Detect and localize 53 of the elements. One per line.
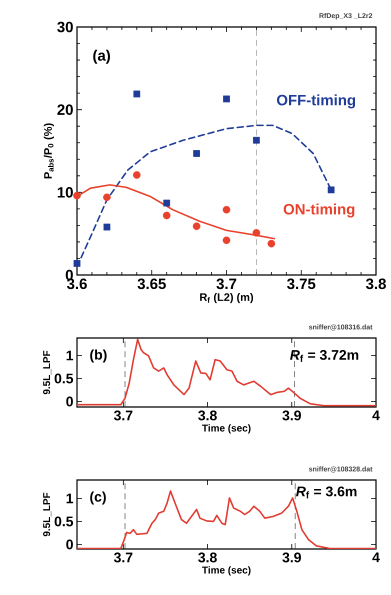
point — [162, 212, 170, 220]
y-tick-label: 30 — [57, 22, 73, 32]
annotation: (c) — [90, 491, 106, 504]
x-tick-label: 3.8 — [198, 552, 217, 562]
point — [104, 224, 110, 230]
y-axis-title: 9.5L_LPF — [43, 492, 52, 536]
x-tick-label: 3.75 — [287, 278, 316, 290]
point — [163, 200, 170, 206]
y-axis-title: 9.5L_LPF — [43, 350, 52, 394]
x-tick-label: 3.7 — [216, 278, 236, 290]
x-axis-title: R$_{f}$ (L2) (m) — [200, 292, 254, 304]
annotation: R$_{f}$ = 3.72m — [290, 350, 358, 362]
point — [253, 136, 260, 144]
y-tick-label: 1 — [66, 350, 74, 360]
x-tick-label: 3.9 — [282, 552, 301, 562]
x-tick-label: 3.7 — [114, 410, 132, 420]
point — [73, 192, 81, 200]
x-tick-label: 3.9 — [282, 410, 301, 420]
x-tick-label: 3.7 — [114, 552, 132, 562]
series-label: OFF-timing — [276, 94, 356, 108]
series-label: ON-timing — [284, 204, 354, 218]
x-tick-label: 4 — [372, 552, 380, 562]
x-tick-label: 3.8 — [198, 410, 217, 420]
x-tick-label: 3.6 — [66, 278, 87, 290]
annotation: R$_{f}$ = 3.6m — [296, 486, 356, 498]
point — [222, 236, 230, 244]
point — [268, 240, 276, 248]
y-tick-label: 0.5 — [54, 516, 74, 526]
y-tick-label: 0 — [66, 539, 73, 550]
point — [133, 90, 140, 98]
y-tick-label: 0.5 — [54, 374, 74, 384]
point — [193, 150, 200, 157]
point — [133, 171, 141, 179]
point — [74, 260, 80, 267]
x-axis-title: Time (sec) — [202, 424, 251, 434]
point — [223, 96, 230, 102]
x-tick-label: 3.65 — [138, 278, 166, 290]
y-tick-label: 0 — [66, 396, 73, 406]
y-tick-label: 10 — [58, 187, 73, 198]
annotation: (a) — [93, 50, 110, 64]
annotation: (b) — [90, 349, 107, 362]
point — [222, 206, 230, 214]
point — [328, 186, 335, 194]
y-axis-title: P$_{abs}$/P$_{0}$ (%) — [44, 123, 54, 178]
x-tick-label: 4 — [372, 410, 380, 420]
y-tick-label: 1 — [66, 494, 74, 504]
y-tick-label: 20 — [57, 104, 73, 115]
point — [192, 222, 200, 230]
x-axis-title: Time (sec) — [202, 566, 251, 576]
x-tick-label: 3.8 — [366, 278, 386, 290]
point — [252, 229, 260, 237]
line-series — [77, 338, 376, 406]
point — [103, 194, 111, 202]
